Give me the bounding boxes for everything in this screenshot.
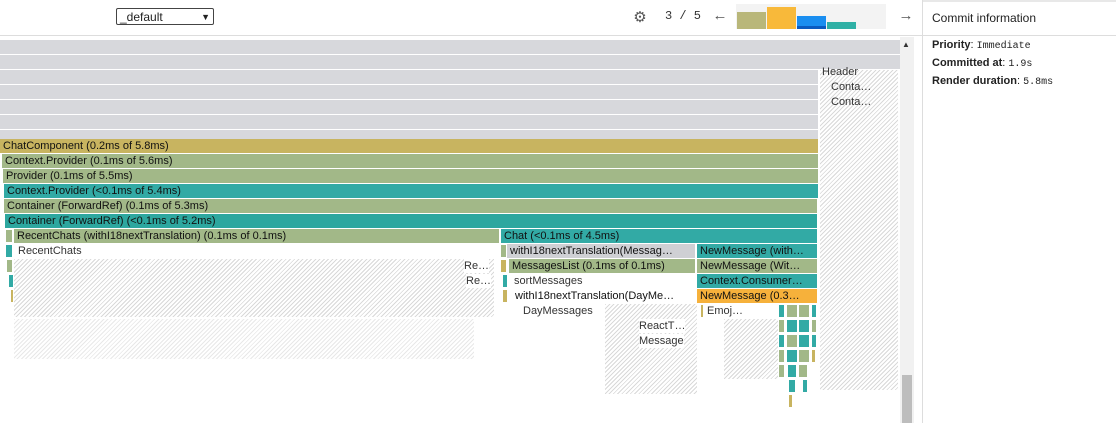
flame-node[interactable]: NewMessage (Wit… <box>697 259 817 273</box>
panel-header-divider <box>923 35 1116 36</box>
vertical-scrollbar[interactable] <box>900 37 914 423</box>
flamegraph[interactable]: Header Conta… Conta… ChatComponent (0.2m… <box>0 37 900 423</box>
commit-index: 3 / 5 <box>665 9 702 23</box>
flame-node[interactable]: Container (ForwardRef) (0.1ms of 5.3ms) <box>4 199 817 213</box>
node-container[interactable]: Conta… <box>831 81 872 93</box>
flame-row[interactable] <box>0 55 900 69</box>
root-selector-value: _default <box>120 9 163 24</box>
node-sortmessages[interactable]: sortMessages <box>514 275 583 287</box>
priority-row: Priority: Immediate <box>932 39 1031 52</box>
flame-row[interactable] <box>0 100 818 114</box>
flame-node[interactable]: ChatComponent (0.2ms of 5.8ms) <box>0 139 818 153</box>
flame-node[interactable]: withI18nextTranslation(DayMe… <box>512 289 695 303</box>
flame-node[interactable]: NewMessage (with… <box>697 244 817 258</box>
priority-value: Immediate <box>976 41 1031 52</box>
committed-value: 1.9s <box>1008 59 1033 70</box>
flame-node-small[interactable] <box>6 230 12 242</box>
flame-node[interactable]: Context.Consumer… <box>697 274 817 288</box>
flame-node-small[interactable] <box>799 305 809 317</box>
flame-node[interactable]: Container (ForwardRef) (<0.1ms of 5.2ms) <box>5 214 817 228</box>
panel-divider <box>922 0 923 423</box>
gear-icon[interactable]: ⚙ <box>633 9 647 26</box>
committed-row: Committed at: 1.9s <box>932 57 1033 70</box>
flame-node-small[interactable] <box>799 365 807 377</box>
flame-node-small[interactable] <box>701 305 703 317</box>
flame-node-small[interactable] <box>779 365 784 377</box>
flame-node-small[interactable] <box>799 335 809 347</box>
flame-node-small[interactable] <box>503 275 507 287</box>
node-recentchats[interactable]: RecentChats <box>18 245 82 257</box>
flame-node-small[interactable] <box>789 380 795 392</box>
flame-node-small[interactable] <box>787 305 797 317</box>
panel-title: Commit information <box>932 11 1037 25</box>
profiler-toolbar: _default ▼ ⚙ 3 / 5 ← → <box>0 0 922 36</box>
flame-node-small[interactable] <box>787 335 797 347</box>
flame-node-small[interactable] <box>789 395 792 407</box>
flame-node-small[interactable] <box>9 275 13 287</box>
flame-row[interactable] <box>0 85 818 99</box>
node-emoji[interactable]: Emoj… <box>707 305 744 317</box>
flame-node-small[interactable] <box>6 245 12 257</box>
node-container[interactable]: Conta… <box>831 96 872 108</box>
flame-node-small[interactable] <box>812 335 816 347</box>
flame-node-small[interactable] <box>787 350 797 362</box>
commit-bar-4[interactable] <box>827 22 856 29</box>
flame-node-small[interactable] <box>799 350 809 362</box>
node-message[interactable]: Message <box>639 334 684 348</box>
flame-node-small[interactable] <box>779 350 784 362</box>
committed-label: Committed at <box>932 57 1003 69</box>
node-re[interactable]: Re… <box>466 274 492 288</box>
flame-node[interactable]: Provider (0.1ms of 5.5ms) <box>3 169 818 183</box>
flame-node[interactable]: Chat (<0.1ms of 4.5ms) <box>501 229 817 243</box>
node-daymessages[interactable]: DayMessages <box>523 305 593 317</box>
duration-label: Render duration <box>932 75 1017 87</box>
arrow-right-icon[interactable]: → <box>898 7 914 24</box>
arrow-left-icon[interactable]: ← <box>712 7 728 24</box>
flame-node-small[interactable] <box>812 350 815 362</box>
flame-node-small[interactable] <box>779 335 784 347</box>
hatched-region <box>14 319 474 359</box>
flame-node-small[interactable] <box>799 320 809 332</box>
flame-node[interactable]: RecentChats (withI18nextTranslation) (0.… <box>14 229 499 243</box>
priority-label: Priority <box>932 39 971 51</box>
root-selector[interactable]: _default ▼ <box>116 8 214 25</box>
flame-node[interactable]: withI18nextTranslation(Messag… <box>507 244 695 258</box>
flame-node[interactable]: MessagesList (0.1ms of 0.1ms) <box>509 259 695 273</box>
node-header[interactable]: Header <box>822 66 859 78</box>
flame-row[interactable] <box>0 40 900 54</box>
flame-node-small[interactable] <box>787 320 797 332</box>
flame-row[interactable] <box>0 115 818 129</box>
flame-row[interactable] <box>0 70 818 84</box>
flame-node-small[interactable] <box>788 365 796 377</box>
commit-bar-1[interactable] <box>737 12 766 29</box>
node-re[interactable]: Re… <box>464 259 490 273</box>
commit-bar-2[interactable] <box>767 7 796 29</box>
hatched-region <box>605 304 697 394</box>
flame-node[interactable]: NewMessage (0.3… <box>697 289 817 303</box>
triangle-up-icon[interactable]: ▲ <box>902 40 910 49</box>
flame-node-small[interactable] <box>803 380 807 392</box>
flame-node-small[interactable] <box>501 260 506 272</box>
flame-node-small[interactable] <box>812 320 816 332</box>
flame-node[interactable]: Context.Provider (<0.1ms of 5.4ms) <box>4 184 818 198</box>
scrollbar-thumb[interactable] <box>902 375 912 423</box>
flame-node-small[interactable] <box>812 305 816 317</box>
hatched-region <box>14 259 494 317</box>
commit-bar-3[interactable] <box>797 16 826 29</box>
flame-node-small[interactable] <box>11 290 13 302</box>
hatched-region <box>724 319 778 379</box>
flame-node-small[interactable] <box>503 290 507 302</box>
node-reacttransition[interactable]: ReactT… <box>639 319 686 333</box>
flame-node-small[interactable] <box>501 245 506 257</box>
duration-row: Render duration: 5.8ms <box>932 75 1054 88</box>
duration-value: 5.8ms <box>1023 77 1054 88</box>
hatched-region <box>820 70 898 390</box>
flame-node-small[interactable] <box>779 320 784 332</box>
flame-node-small[interactable] <box>779 305 784 317</box>
commit-selector[interactable] <box>736 4 886 29</box>
flame-node-small[interactable] <box>7 260 12 272</box>
flame-node[interactable]: Context.Provider (0.1ms of 5.6ms) <box>2 154 818 168</box>
chevron-down-icon: ▼ <box>201 11 210 22</box>
